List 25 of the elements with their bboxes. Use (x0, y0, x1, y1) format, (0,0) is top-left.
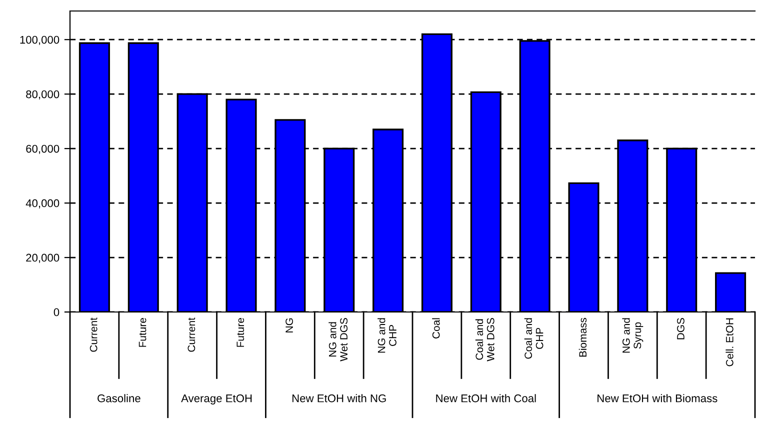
x-tick-label: Cell. EtOH (726, 318, 734, 366)
x-tick-label: Future (138, 318, 146, 347)
x-tick-label: Current (188, 318, 196, 352)
text: New EtOH with Coal (436, 394, 536, 402)
y-tick-label: 80,000 (26, 90, 60, 100)
x-tick-label: NG and CHP (378, 318, 396, 353)
y-tick-label: 60,000 (26, 144, 60, 154)
x-tick-label: Coal and CHP (524, 318, 544, 359)
x-tick-label: Coal and Wet DGS (475, 318, 494, 362)
x-tick-label: NG and Syrup (622, 318, 644, 353)
text: New EtOH with NG (292, 394, 386, 402)
y-tick-label: 40,000 (26, 199, 60, 208)
y-tick-label: 100,000 (20, 36, 60, 46)
x-tick-label: Current (90, 318, 98, 352)
y-tick-label: 0 (54, 308, 60, 316)
text: New EtOH with Biomass (598, 394, 718, 402)
x-tick-label: NG and Wet DGS (328, 318, 348, 362)
x-tick-label: Biomass (578, 318, 587, 357)
x-tick-label: Future (236, 318, 244, 347)
x-tick-label: NG (286, 318, 293, 332)
y-tick-label: 20,000 (26, 254, 60, 263)
text: Gasoline (98, 394, 140, 402)
x-tick-label: Coal (432, 318, 440, 338)
text: Average EtOH (181, 394, 252, 404)
x-tick-label: DGS (677, 318, 684, 340)
